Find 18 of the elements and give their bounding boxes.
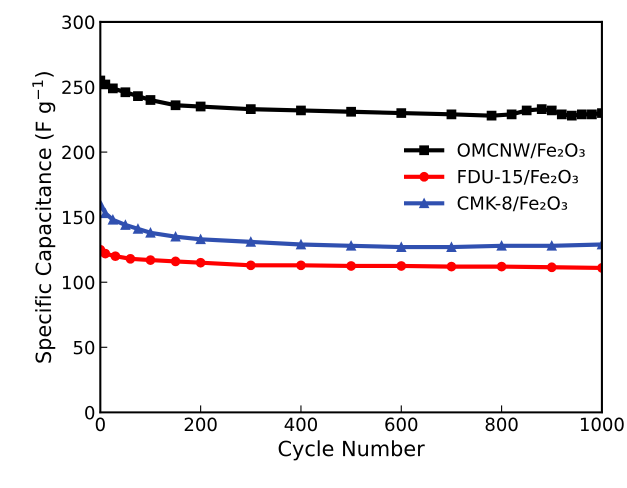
x-tick-label: 0	[96, 418, 105, 432]
x-tick-label: 600	[385, 418, 418, 432]
x-axis-title: Cycle Number	[278, 440, 425, 460]
y-tick-label: 50	[74, 340, 94, 354]
legend-label: OMCNW/Fe₂O₃	[458, 143, 585, 158]
y-tick-label: 100	[62, 276, 94, 290]
x-tick-label: 400	[284, 418, 317, 432]
legend-label: FDU-15/Fe₂O₃	[458, 170, 578, 185]
y-tick-label: 250	[62, 80, 94, 94]
y-tick-label: 300	[62, 15, 94, 30]
x-tick-label: 800	[486, 418, 518, 432]
x-tick-label: 1000	[580, 418, 624, 432]
y-axis-title: Specific Capacitance (F g$^{−1}$)	[32, 72, 56, 363]
y-tick-label: 0	[85, 406, 94, 420]
y-tick-label: 150	[62, 210, 94, 224]
y-tick-label: 200	[62, 146, 94, 160]
legend-label: CMK-8/Fe₂O₃	[458, 196, 568, 212]
x-tick-label: 200	[184, 418, 217, 432]
